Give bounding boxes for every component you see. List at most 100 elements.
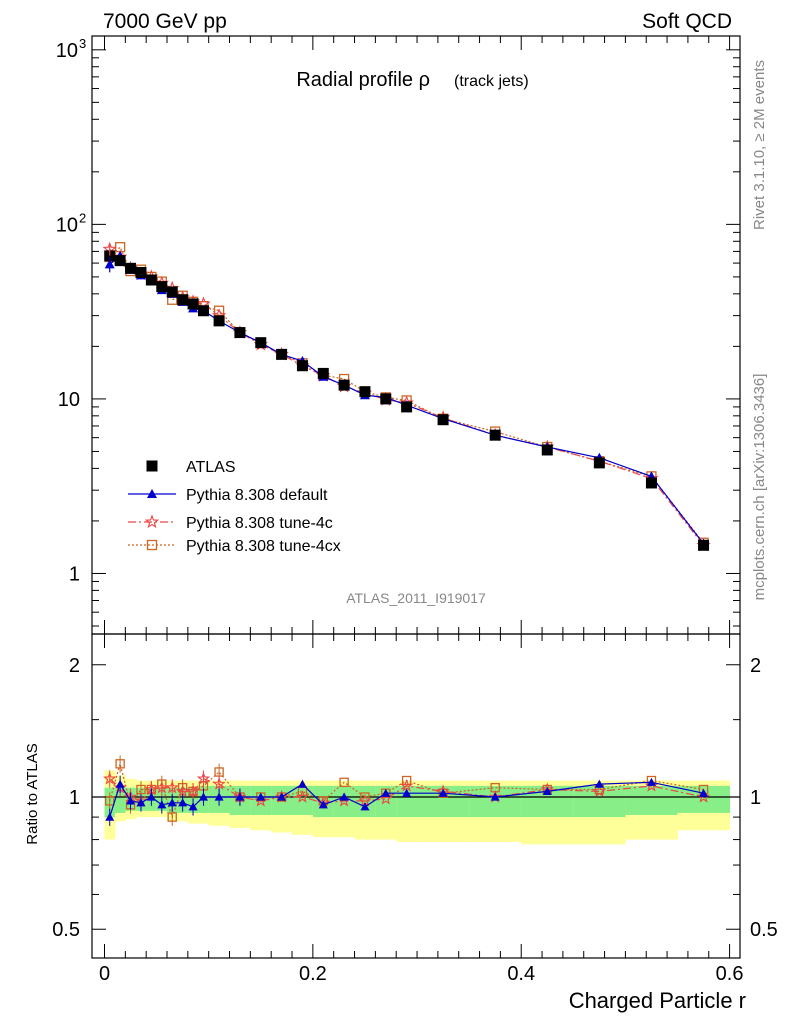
legend-label: Pythia 8.308 default	[186, 487, 328, 504]
series-atlas	[104, 250, 710, 551]
data-point	[135, 266, 147, 278]
rivet-label: Rivet 3.1.10, ≥ 2M events	[751, 60, 768, 230]
ratio-point	[126, 796, 136, 805]
legend-entry: Pythia 8.308 tune-4c	[128, 514, 333, 532]
data-point	[698, 539, 710, 551]
ratio-point	[490, 792, 500, 801]
ratio-point	[592, 784, 606, 798]
ratio-point	[699, 788, 709, 797]
y-tick-label: 1	[69, 563, 80, 585]
data-point	[276, 348, 288, 360]
x-tick-label: 0.6	[716, 963, 744, 985]
y-tick-label: 10	[58, 389, 80, 411]
data-point	[156, 281, 168, 293]
legend-entry: Pythia 8.308 tune-4cx	[128, 538, 341, 555]
ratio-point	[103, 771, 117, 785]
ratio-point	[178, 798, 188, 807]
data-point	[489, 429, 501, 441]
ratio-point	[360, 802, 370, 811]
data-point	[197, 305, 209, 317]
ratio-point	[277, 792, 287, 801]
data-point	[401, 401, 413, 413]
ratio-point	[297, 779, 307, 788]
ratio-point	[167, 812, 177, 822]
uncertainty-band-inner	[625, 785, 678, 815]
data-point	[380, 393, 392, 405]
data-point	[114, 255, 126, 267]
data-point	[125, 262, 137, 274]
ratio-point	[696, 790, 711, 803]
ratio-point	[165, 780, 179, 794]
ratio-point	[339, 792, 349, 801]
data-point	[296, 360, 308, 372]
ratio-y-tick-label-right: 2	[750, 655, 761, 677]
data-point	[166, 286, 178, 298]
ratio-point	[235, 792, 245, 801]
ratio-point	[254, 793, 268, 807]
data-point	[317, 367, 329, 379]
ratio-point	[105, 812, 115, 821]
legend-entry: ATLAS	[146, 459, 236, 476]
legend: ATLAS Pythia 8.308 default Pythia 8.308 tu…	[128, 459, 341, 555]
x-tick-label: 0.2	[299, 963, 327, 985]
ratio-point	[646, 777, 656, 786]
y-tick-label: 10	[56, 40, 78, 62]
ratio-point	[214, 792, 224, 801]
data-point	[187, 298, 199, 310]
legend-marker	[144, 514, 160, 529]
ratio-point	[644, 778, 659, 792]
ratio-point	[196, 771, 211, 785]
data-point	[255, 337, 267, 349]
ratio-y-tick-label: 2	[69, 655, 80, 677]
data-point	[338, 379, 350, 391]
uncertainty-band-inner	[114, 787, 126, 813]
ratio-y-tick-label: 0.5	[52, 919, 80, 941]
series-pythia-8-308-tune-4c	[102, 241, 711, 552]
ratio-point	[594, 779, 604, 788]
data-point	[213, 315, 225, 327]
x-tick-label: 0.4	[507, 963, 535, 985]
legend-label: ATLAS	[186, 459, 236, 476]
y-tick-label-exponent: 2	[79, 210, 86, 225]
ratio-point	[136, 798, 146, 807]
data-point	[593, 457, 605, 469]
ratio-y-tick-label-right: 1	[750, 787, 761, 809]
ratio-y-tick-label-right: 0.5	[750, 919, 778, 941]
legend-label: Pythia 8.308 tune-4cx	[186, 538, 341, 555]
y-tick-label: 10	[56, 214, 78, 236]
main-subtitle: (track jets)	[454, 73, 529, 90]
mcplots-label: mcplots.cern.ch [arXiv:1306.3436]	[751, 374, 768, 601]
header-right: Soft QCD	[642, 10, 732, 33]
ratio-point	[115, 759, 125, 769]
ratio-point	[155, 780, 169, 794]
ratio-point	[115, 779, 125, 788]
data-point	[541, 444, 553, 456]
data-point	[645, 477, 657, 489]
ratio-y-tick-label: 1	[69, 787, 80, 809]
ratio-point	[146, 792, 156, 801]
ratio-point	[105, 796, 115, 806]
ratio-point	[399, 778, 414, 792]
ratio-frame	[91, 633, 741, 959]
ratio-point	[186, 784, 200, 798]
ratio-point	[381, 788, 391, 797]
ratio-point	[212, 777, 226, 790]
ratio-point	[360, 792, 370, 802]
data-point	[177, 294, 189, 306]
data-point	[359, 386, 371, 398]
legend-marker	[146, 460, 158, 472]
ratio-point	[318, 800, 328, 809]
ratio-point	[256, 792, 266, 801]
ratio-point	[176, 784, 190, 798]
ratio-point	[542, 786, 552, 795]
ratio-point	[402, 788, 412, 797]
data-point	[234, 327, 246, 339]
ratio-point	[295, 790, 310, 803]
header-left: 7000 GeV pp	[103, 10, 227, 33]
legend-marker	[147, 489, 157, 498]
ratio-point	[401, 775, 412, 786]
x-tick-label: 0	[99, 963, 110, 985]
y-tick-label-exponent: 3	[79, 36, 86, 51]
